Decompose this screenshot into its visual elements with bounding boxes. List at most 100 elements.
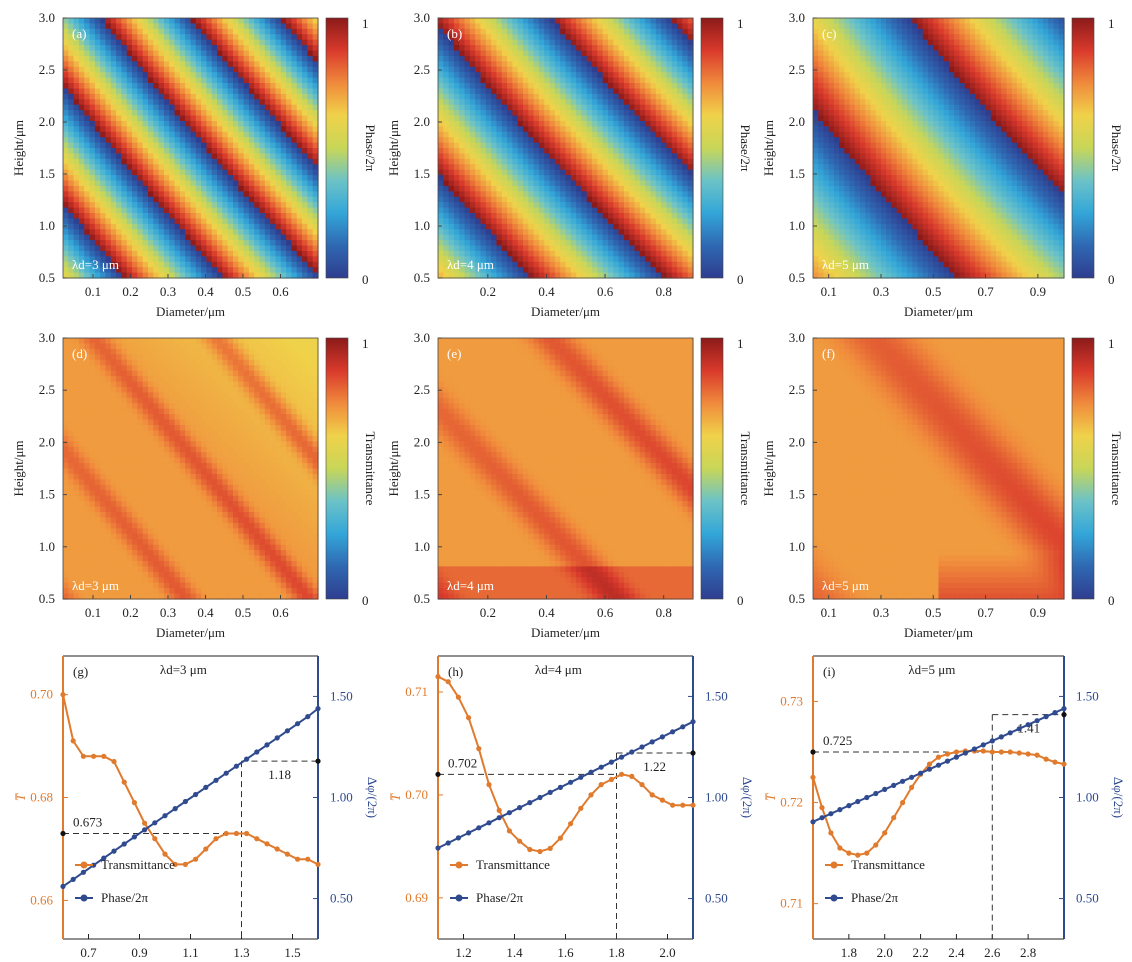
heatmap-cell — [443, 185, 450, 192]
heatmap-cell — [655, 191, 662, 198]
heatmap-cell — [485, 169, 492, 176]
heatmap-cell — [68, 18, 75, 25]
heatmap-cell — [592, 126, 598, 133]
heatmap-cell — [100, 153, 107, 160]
heatmap-cell — [823, 158, 830, 165]
heatmap-cell — [259, 261, 266, 268]
heatmap-cell — [243, 207, 250, 214]
heatmap-cell — [68, 196, 75, 203]
heatmap-cell — [222, 115, 229, 122]
heatmap-cell — [528, 23, 535, 30]
heatmap-cell — [650, 213, 657, 220]
heatmap-cell — [480, 153, 487, 160]
heatmap-cell — [507, 196, 513, 203]
heatmap-cell — [813, 120, 819, 127]
heatmap-cell — [480, 39, 487, 46]
heatmap-cell — [302, 104, 308, 111]
heatmap-cell — [823, 185, 830, 192]
heatmap-cell — [469, 66, 476, 73]
heatmap-cell — [206, 77, 213, 84]
heatmap-cell — [270, 256, 277, 263]
heatmap-cell — [496, 261, 503, 268]
heatmap-cell — [496, 256, 503, 263]
heatmap-cell — [158, 45, 165, 52]
heatmap-cell — [84, 93, 91, 100]
heatmap-cell — [137, 229, 144, 236]
heatmap-cell — [813, 185, 819, 192]
heatmap-cell — [576, 39, 583, 46]
heatmap-cell — [211, 196, 218, 203]
heatmap-cell — [602, 88, 609, 95]
heatmap-cell — [291, 23, 298, 30]
heatmap-cell — [84, 180, 91, 187]
heatmap-cell — [629, 169, 636, 176]
heatmap-cell — [475, 66, 482, 73]
heatmap-cell — [63, 180, 69, 187]
heatmap-cell — [63, 164, 69, 171]
heatmap-cell — [528, 39, 535, 46]
heatmap-cell — [661, 39, 668, 46]
heatmap-cell — [602, 28, 609, 35]
heatmap-cell — [507, 180, 513, 187]
heatmap-cell — [491, 191, 498, 198]
heatmap-cell — [116, 45, 123, 52]
heatmap-cell — [528, 234, 535, 241]
heatmap-cell — [671, 218, 678, 225]
heatmap-cell — [687, 72, 694, 79]
heatmap-cell — [153, 180, 160, 187]
heatmap-cell — [142, 175, 149, 182]
heatmap-cell — [158, 99, 165, 106]
heatmap-cell — [666, 234, 673, 241]
heatmap-cell — [496, 77, 503, 84]
heatmap-cell — [248, 110, 255, 117]
heatmap-cell — [438, 39, 444, 46]
heatmap-cell — [639, 93, 646, 100]
heatmap-cell — [233, 169, 239, 176]
heatmap-cell — [570, 267, 577, 274]
heatmap-cell — [100, 164, 107, 171]
heatmap-cell — [639, 245, 646, 252]
heatmap-cell — [581, 272, 588, 279]
heatmap-cell — [608, 28, 614, 35]
heatmap-cell — [655, 272, 662, 279]
heatmap-cell — [126, 207, 133, 214]
heatmap-cell — [602, 267, 609, 274]
heatmap-cell — [491, 115, 498, 122]
heatmap-cell — [485, 55, 492, 62]
heatmap-cell — [89, 137, 96, 144]
heatmap-cell — [496, 88, 503, 95]
heatmap-cell — [211, 120, 218, 127]
heatmap-cell — [190, 28, 197, 35]
heatmap-cell — [507, 175, 513, 182]
heatmap-cell — [201, 28, 208, 35]
heatmap-cell — [682, 180, 689, 187]
heatmap-cell — [185, 34, 192, 41]
heatmap-cell — [613, 104, 620, 111]
heatmap-cell — [78, 104, 85, 111]
heatmap-cell — [158, 240, 165, 247]
heatmap-cell — [148, 250, 154, 257]
heatmap-cell — [464, 169, 471, 176]
heatmap-cell — [581, 104, 588, 111]
heatmap-cell — [671, 207, 678, 214]
heatmap-cell — [629, 202, 636, 209]
heatmap-cell — [833, 126, 840, 133]
heatmap-cell — [507, 50, 513, 57]
heatmap-cell — [89, 213, 96, 220]
heatmap-cell — [148, 223, 154, 230]
heatmap-cell — [485, 131, 492, 138]
heatmap-cell — [613, 55, 620, 62]
heatmap-cell — [78, 261, 85, 268]
heatmap-cell — [248, 137, 255, 144]
heatmap-cell — [666, 61, 673, 68]
heatmap-cell — [94, 88, 101, 95]
heatmap-cell — [833, 272, 840, 279]
heatmap-cell — [227, 272, 234, 279]
heatmap-cell — [634, 272, 641, 279]
heatmap-cell — [549, 256, 556, 263]
heatmap-cell — [280, 169, 287, 176]
heatmap-cell — [264, 45, 271, 52]
heatmap-cell — [533, 245, 540, 252]
heatmap-cell — [533, 267, 540, 274]
heatmap-cell — [63, 120, 69, 127]
